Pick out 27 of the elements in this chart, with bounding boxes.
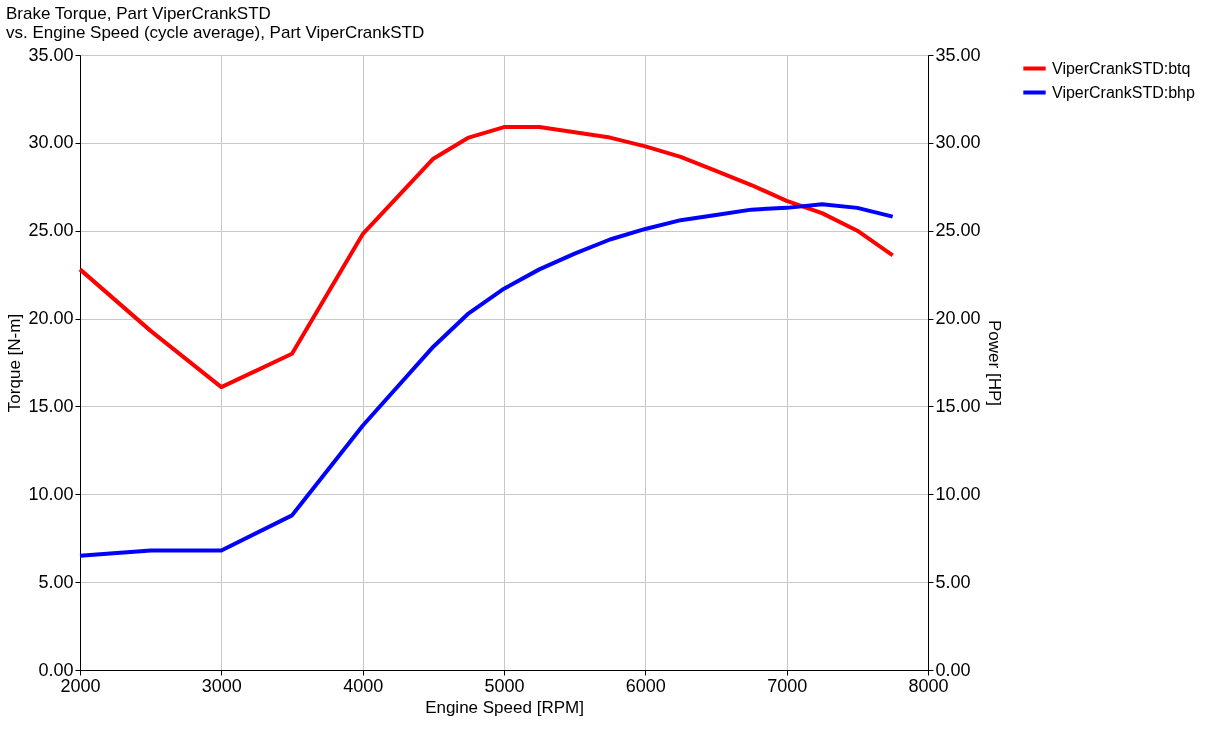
y2-tick-label: 20.00 (935, 308, 981, 329)
y2-tick-label: 35.00 (935, 44, 981, 65)
chart-title: Brake Torque, Part ViperCrankSTD vs. Engine Speed (cycle average), Part ViperCrankSTD (5, 4, 425, 42)
y2-tick-label: 30.00 (935, 132, 981, 153)
y-tick-label: 30.00 (28, 132, 74, 153)
y-tick-label: 25.00 (28, 220, 74, 241)
y2-tick-label: 10.00 (935, 483, 981, 504)
y2-axis-title: Power [HP] (984, 320, 1004, 406)
x-axis-title: Engine Speed [RPM] (425, 697, 584, 717)
x-tick-label: 5000 (484, 675, 525, 696)
y2-tick-label: 5.00 (935, 571, 971, 592)
y-tick-label: 5.00 (38, 571, 74, 592)
y2-tick-label: 25.00 (935, 220, 981, 241)
x-tick-label: 6000 (625, 675, 666, 696)
x-tick-label: 3000 (201, 675, 242, 696)
y-tick-label: 10.00 (28, 483, 74, 504)
legend-label: ViperCrankSTD:bhp (1052, 83, 1195, 101)
line-series (78, 125, 895, 390)
y-tick-label: 35.00 (28, 44, 74, 65)
y2-tick-label: 15.00 (935, 395, 981, 416)
x-tick-label: 7000 (767, 675, 808, 696)
legend-label: ViperCrankSTD:btq (1052, 59, 1191, 77)
line-series (78, 202, 895, 558)
y-tick-label: 15.00 (28, 395, 74, 416)
x-tick-label: 4000 (343, 675, 384, 696)
y-axis-title: Torque [N-m] (5, 313, 25, 413)
y-tick-label: 20.00 (28, 308, 74, 329)
